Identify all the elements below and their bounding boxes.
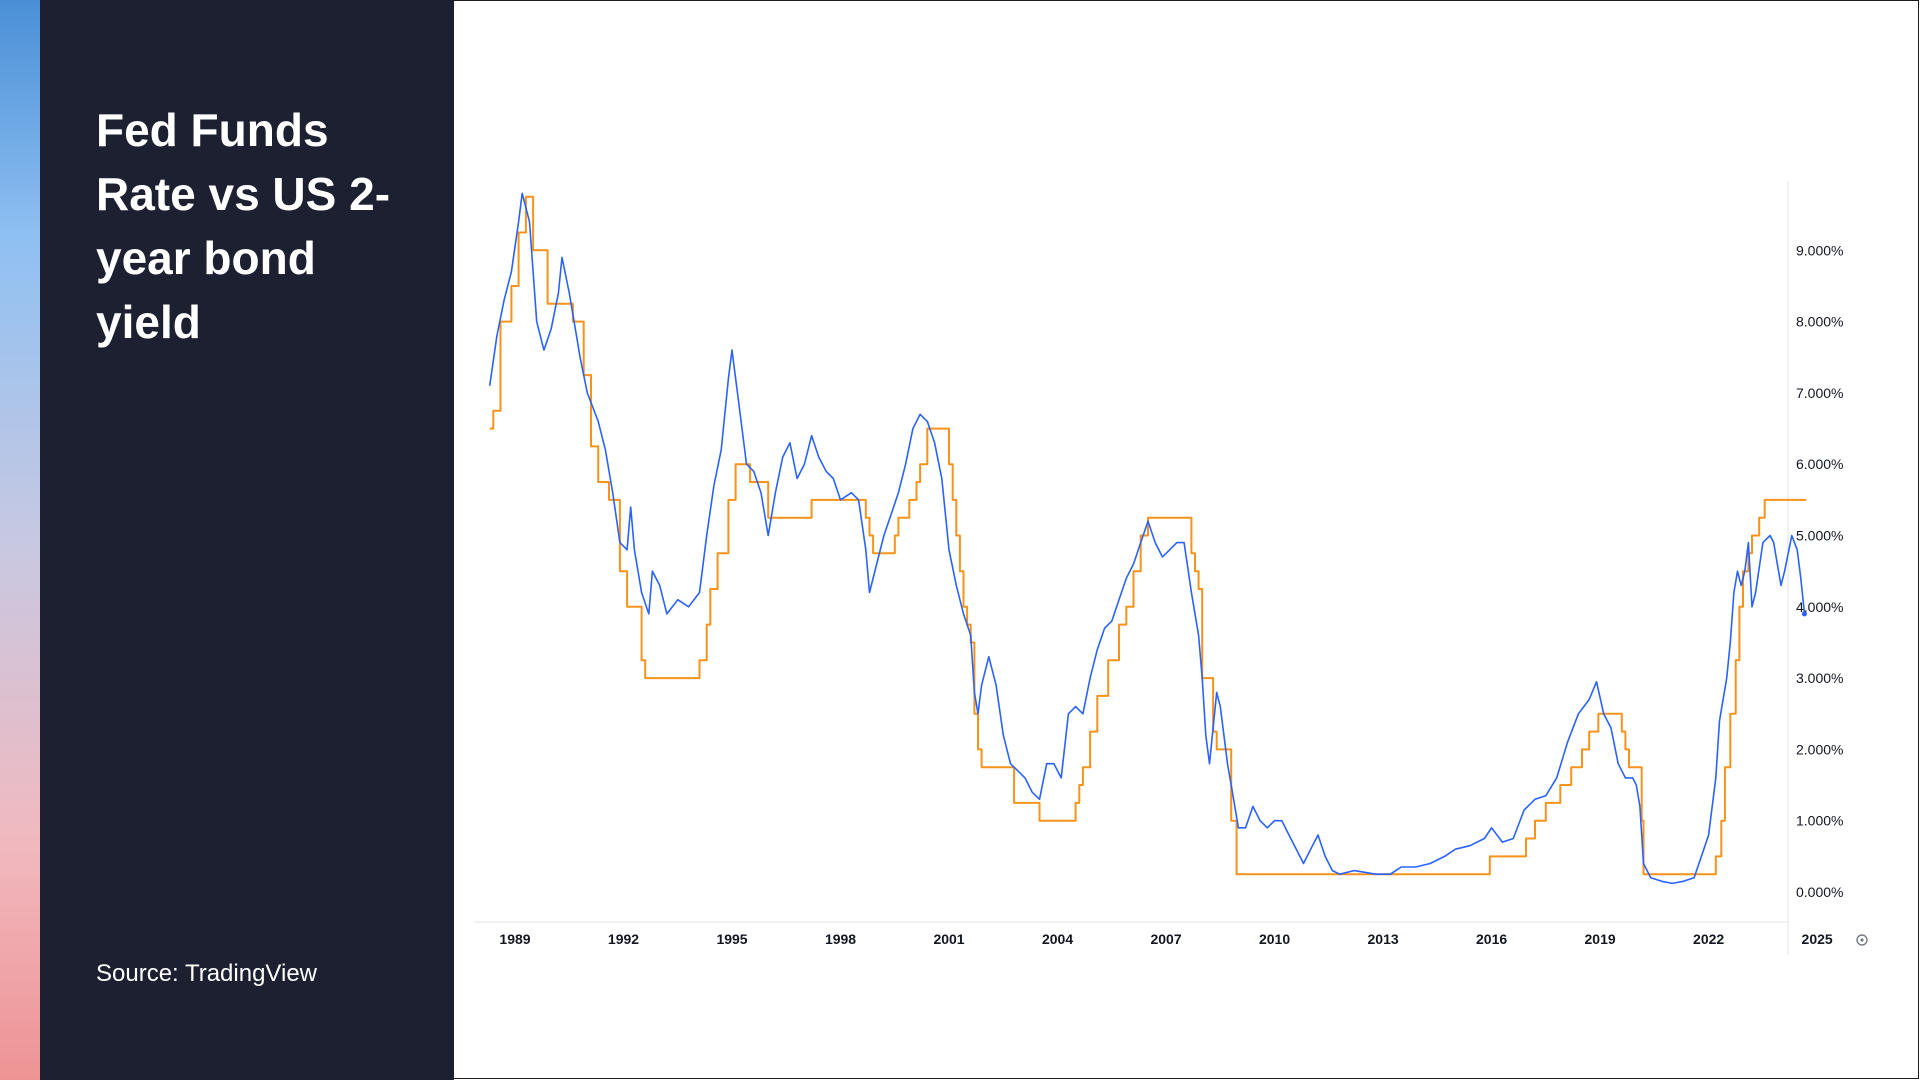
plot-area [488, 192, 1807, 885]
fed-funds-rate-line [489, 195, 1807, 876]
x-axis: 1989 1992 1995 1998 2001 2004 2007 2010 2013 2016… [474, 921, 1833, 947]
y-tick-label: 5.000% [1796, 528, 1843, 544]
x-tick-label: 2007 [1150, 931, 1181, 947]
x-tick-label: 1992 [608, 931, 639, 947]
x-tick-label: 2025 [1802, 931, 1833, 947]
x-tick-label: 1995 [716, 931, 747, 947]
y-tick-label: 2.000% [1796, 741, 1843, 757]
us-2-year-yield-line [488, 192, 1806, 885]
y-tick-label: 3.000% [1796, 670, 1843, 686]
x-tick-label: 2013 [1368, 931, 1399, 947]
x-tick-label: 2016 [1476, 931, 1507, 947]
y-axis: 0.000% 1.000% 2.000% 3.000% 4.000% 5.000% 6.00… [1787, 182, 1843, 955]
source-note: Source: TradingView [96, 960, 318, 987]
x-tick-label: 1989 [499, 931, 530, 947]
x-tick-label: 2019 [1585, 931, 1616, 947]
accent-strip [0, 0, 40, 1080]
y-tick-label: 4.000% [1796, 599, 1843, 615]
chart-frame [454, 0, 1919, 1079]
y-tick-label: 8.000% [1796, 314, 1843, 330]
y-tick-label: 9.000% [1796, 242, 1843, 258]
last-value-marker [1801, 611, 1807, 617]
line-chart: 0.000% 1.000% 2.000% 3.000% 4.000% 5.000% 6.00… [474, 182, 1868, 955]
y-tick-label: 6.000% [1796, 456, 1843, 472]
y-tick-label: 0.000% [1796, 884, 1843, 900]
y-tick-label: 1.000% [1796, 813, 1843, 829]
settings-gear-icon[interactable] [1856, 934, 1868, 946]
y-tick-label: 7.000% [1796, 385, 1843, 401]
x-tick-label: 1998 [825, 931, 856, 947]
x-tick-label: 2022 [1693, 931, 1724, 947]
x-tick-label: 2010 [1259, 931, 1290, 947]
slide-title: Fed Funds Rate vs US 2-year bond yield [96, 104, 391, 348]
side-panel [40, 0, 454, 1080]
x-tick-label: 2001 [933, 931, 964, 947]
x-tick-label: 2004 [1042, 931, 1073, 947]
